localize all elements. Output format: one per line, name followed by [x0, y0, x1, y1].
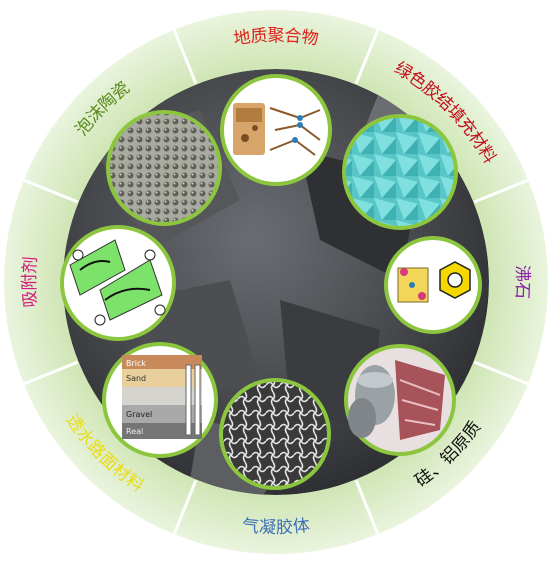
ring-dividers [21, 27, 531, 537]
bubble-foam-ceramic [106, 110, 222, 226]
bubble-zeolite [384, 236, 482, 334]
ring-divider [354, 27, 381, 85]
ring-divider [21, 360, 79, 387]
layer-label-gravel: Gravel [126, 410, 152, 419]
layer-label-brick: Brick [126, 359, 146, 368]
layer-label-real: Real [126, 427, 143, 436]
bubble-adsorbent [60, 225, 176, 341]
ring-divider [473, 360, 531, 387]
bubble-silicon-aluminum [344, 344, 456, 456]
layer-label-sand: Sand [126, 374, 146, 383]
segment-label-geopolymer: 地质聚合物 [232, 26, 319, 49]
bubble-geopolymer [220, 74, 332, 186]
ring-divider [171, 27, 198, 85]
ring-divider [354, 479, 381, 537]
ring-divider [473, 177, 531, 204]
ring-divider [21, 177, 79, 204]
bubble-aerogel [219, 378, 331, 490]
ring-divider [171, 479, 198, 537]
bubble-green-binder [342, 114, 458, 230]
segment-label-adsorbent: 吸附剂 [20, 256, 41, 308]
bubble-permeable-reactive-barrier: Brick Sand Gravel Real [102, 342, 218, 458]
